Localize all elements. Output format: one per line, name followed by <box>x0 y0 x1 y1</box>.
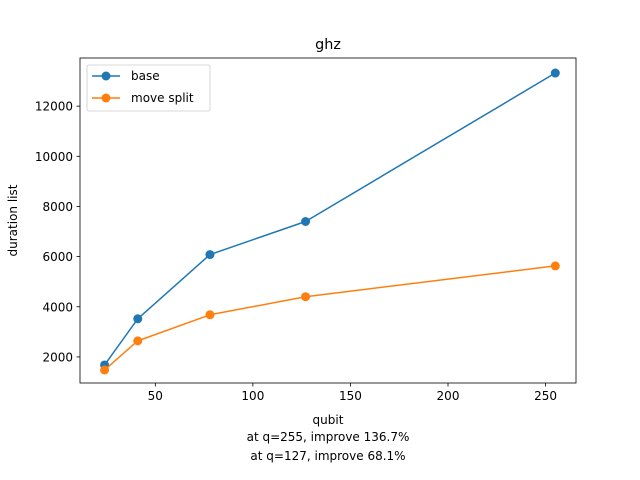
x-tick-label: 100 <box>241 389 264 403</box>
data-point-move-split <box>205 310 215 320</box>
legend: base move split <box>86 64 211 112</box>
y-tick-label: 10000 <box>35 150 73 164</box>
annotation-improve-q127: at q=127, improve 68.1% <box>250 449 405 463</box>
data-point-base <box>301 217 311 226</box>
x-tick-label: 50 <box>148 389 163 403</box>
x-axis-label: qubit <box>313 413 344 427</box>
data-point-move-split <box>100 365 110 375</box>
y-tick-label: 12000 <box>35 100 73 114</box>
data-point-base <box>550 68 560 78</box>
data-point-move-split <box>550 261 560 271</box>
x-tick-label: 250 <box>534 389 557 403</box>
annotation-improve-q255: at q=255, improve 136.7% <box>247 430 410 444</box>
y-tick-label: 2000 <box>42 350 73 364</box>
legend-label-move-split: move split <box>131 91 194 105</box>
y-tick-label: 4000 <box>42 300 73 314</box>
x-tick-label: 150 <box>339 389 362 403</box>
legend-label-base: base <box>131 69 160 83</box>
y-tick-label: 6000 <box>42 250 73 264</box>
plot-frame <box>79 57 577 384</box>
chart-title: ghz <box>315 37 341 53</box>
legend-marker-base <box>101 71 111 81</box>
data-point-move-split <box>133 336 143 346</box>
legend-marker-move-split <box>101 93 111 103</box>
y-axis-label: duration list <box>6 184 20 256</box>
plot-area <box>80 58 576 383</box>
data-point-move-split <box>301 292 311 302</box>
data-point-base <box>205 250 215 260</box>
x-tick-label: 200 <box>437 389 460 403</box>
data-point-base <box>133 314 143 324</box>
y-tick-label: 8000 <box>42 200 73 214</box>
